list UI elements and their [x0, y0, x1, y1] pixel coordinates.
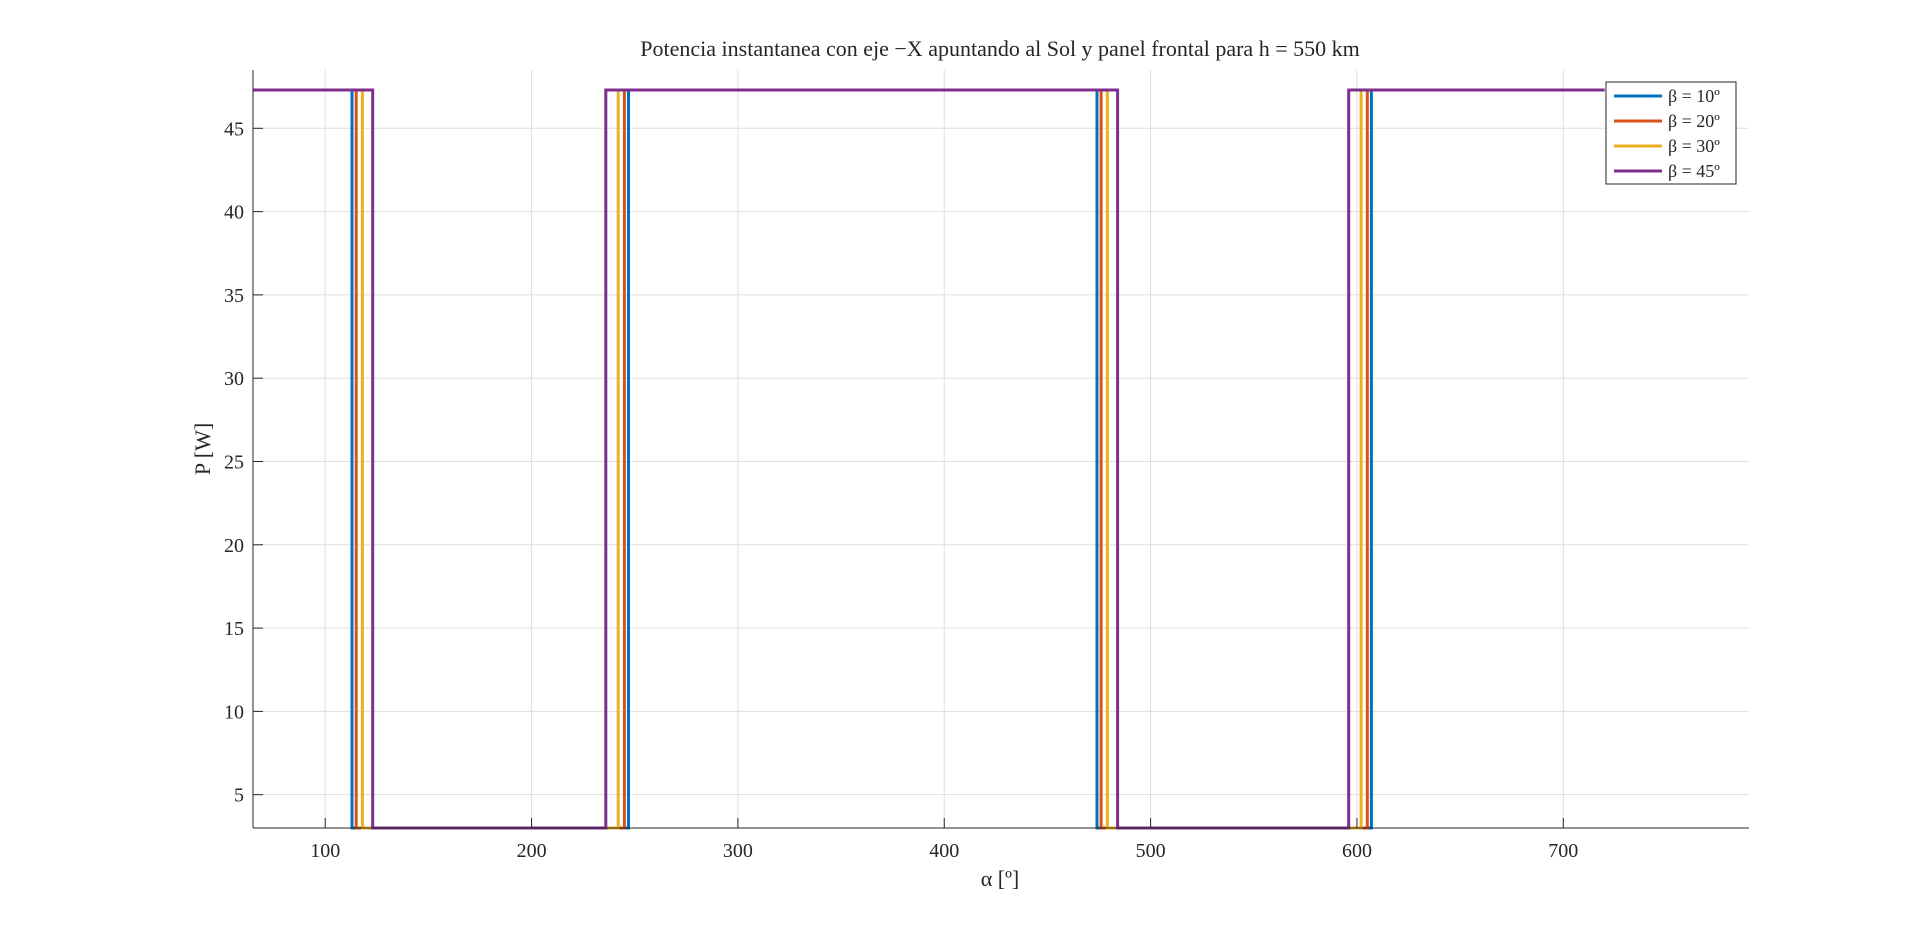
legend: β = 10º β = 20º β = 30º β = 45º	[1605, 81, 1737, 185]
y-tick-label: 15	[224, 618, 244, 640]
y-tick-label: 5	[234, 785, 244, 807]
y-tick-label: 10	[224, 701, 244, 723]
x-axis-label: α [º]	[981, 866, 1020, 891]
x-tick-label: 700	[1548, 840, 1578, 862]
x-tick-label: 600	[1342, 840, 1372, 862]
y-axis-label: P [W]	[190, 423, 215, 475]
y-tick-label: 30	[224, 368, 244, 390]
series-line-4	[253, 88, 1605, 830]
legend-label-1: β = 10º	[1668, 86, 1720, 106]
chart-title: Potencia instantanea con eje −X apuntand…	[640, 36, 1359, 61]
x-tick-label: 400	[929, 840, 959, 862]
y-tick-label: 25	[224, 451, 244, 473]
grid	[253, 70, 1749, 828]
y-tick-label: 45	[224, 118, 244, 140]
legend-label-4: β = 45º	[1668, 161, 1720, 181]
plot-area	[253, 70, 1749, 828]
x-tick-label: 500	[1136, 840, 1166, 862]
y-tick-label: 20	[224, 535, 244, 557]
y-axis-ticks: 5 10 15 20 25 30 35 40 45	[224, 118, 263, 807]
y-tick-label: 35	[224, 285, 244, 307]
x-tick-label: 300	[723, 840, 753, 862]
legend-box	[1605, 81, 1737, 185]
y-tick-label: 40	[224, 202, 244, 224]
x-axis-ticks: 100 200 300 400 500 600 700	[310, 818, 1578, 862]
legend-label-2: β = 20º	[1668, 111, 1720, 131]
series-lines	[253, 88, 1605, 830]
x-tick-label: 100	[310, 840, 340, 862]
legend-label-3: β = 30º	[1668, 136, 1720, 156]
x-tick-label: 200	[517, 840, 547, 862]
